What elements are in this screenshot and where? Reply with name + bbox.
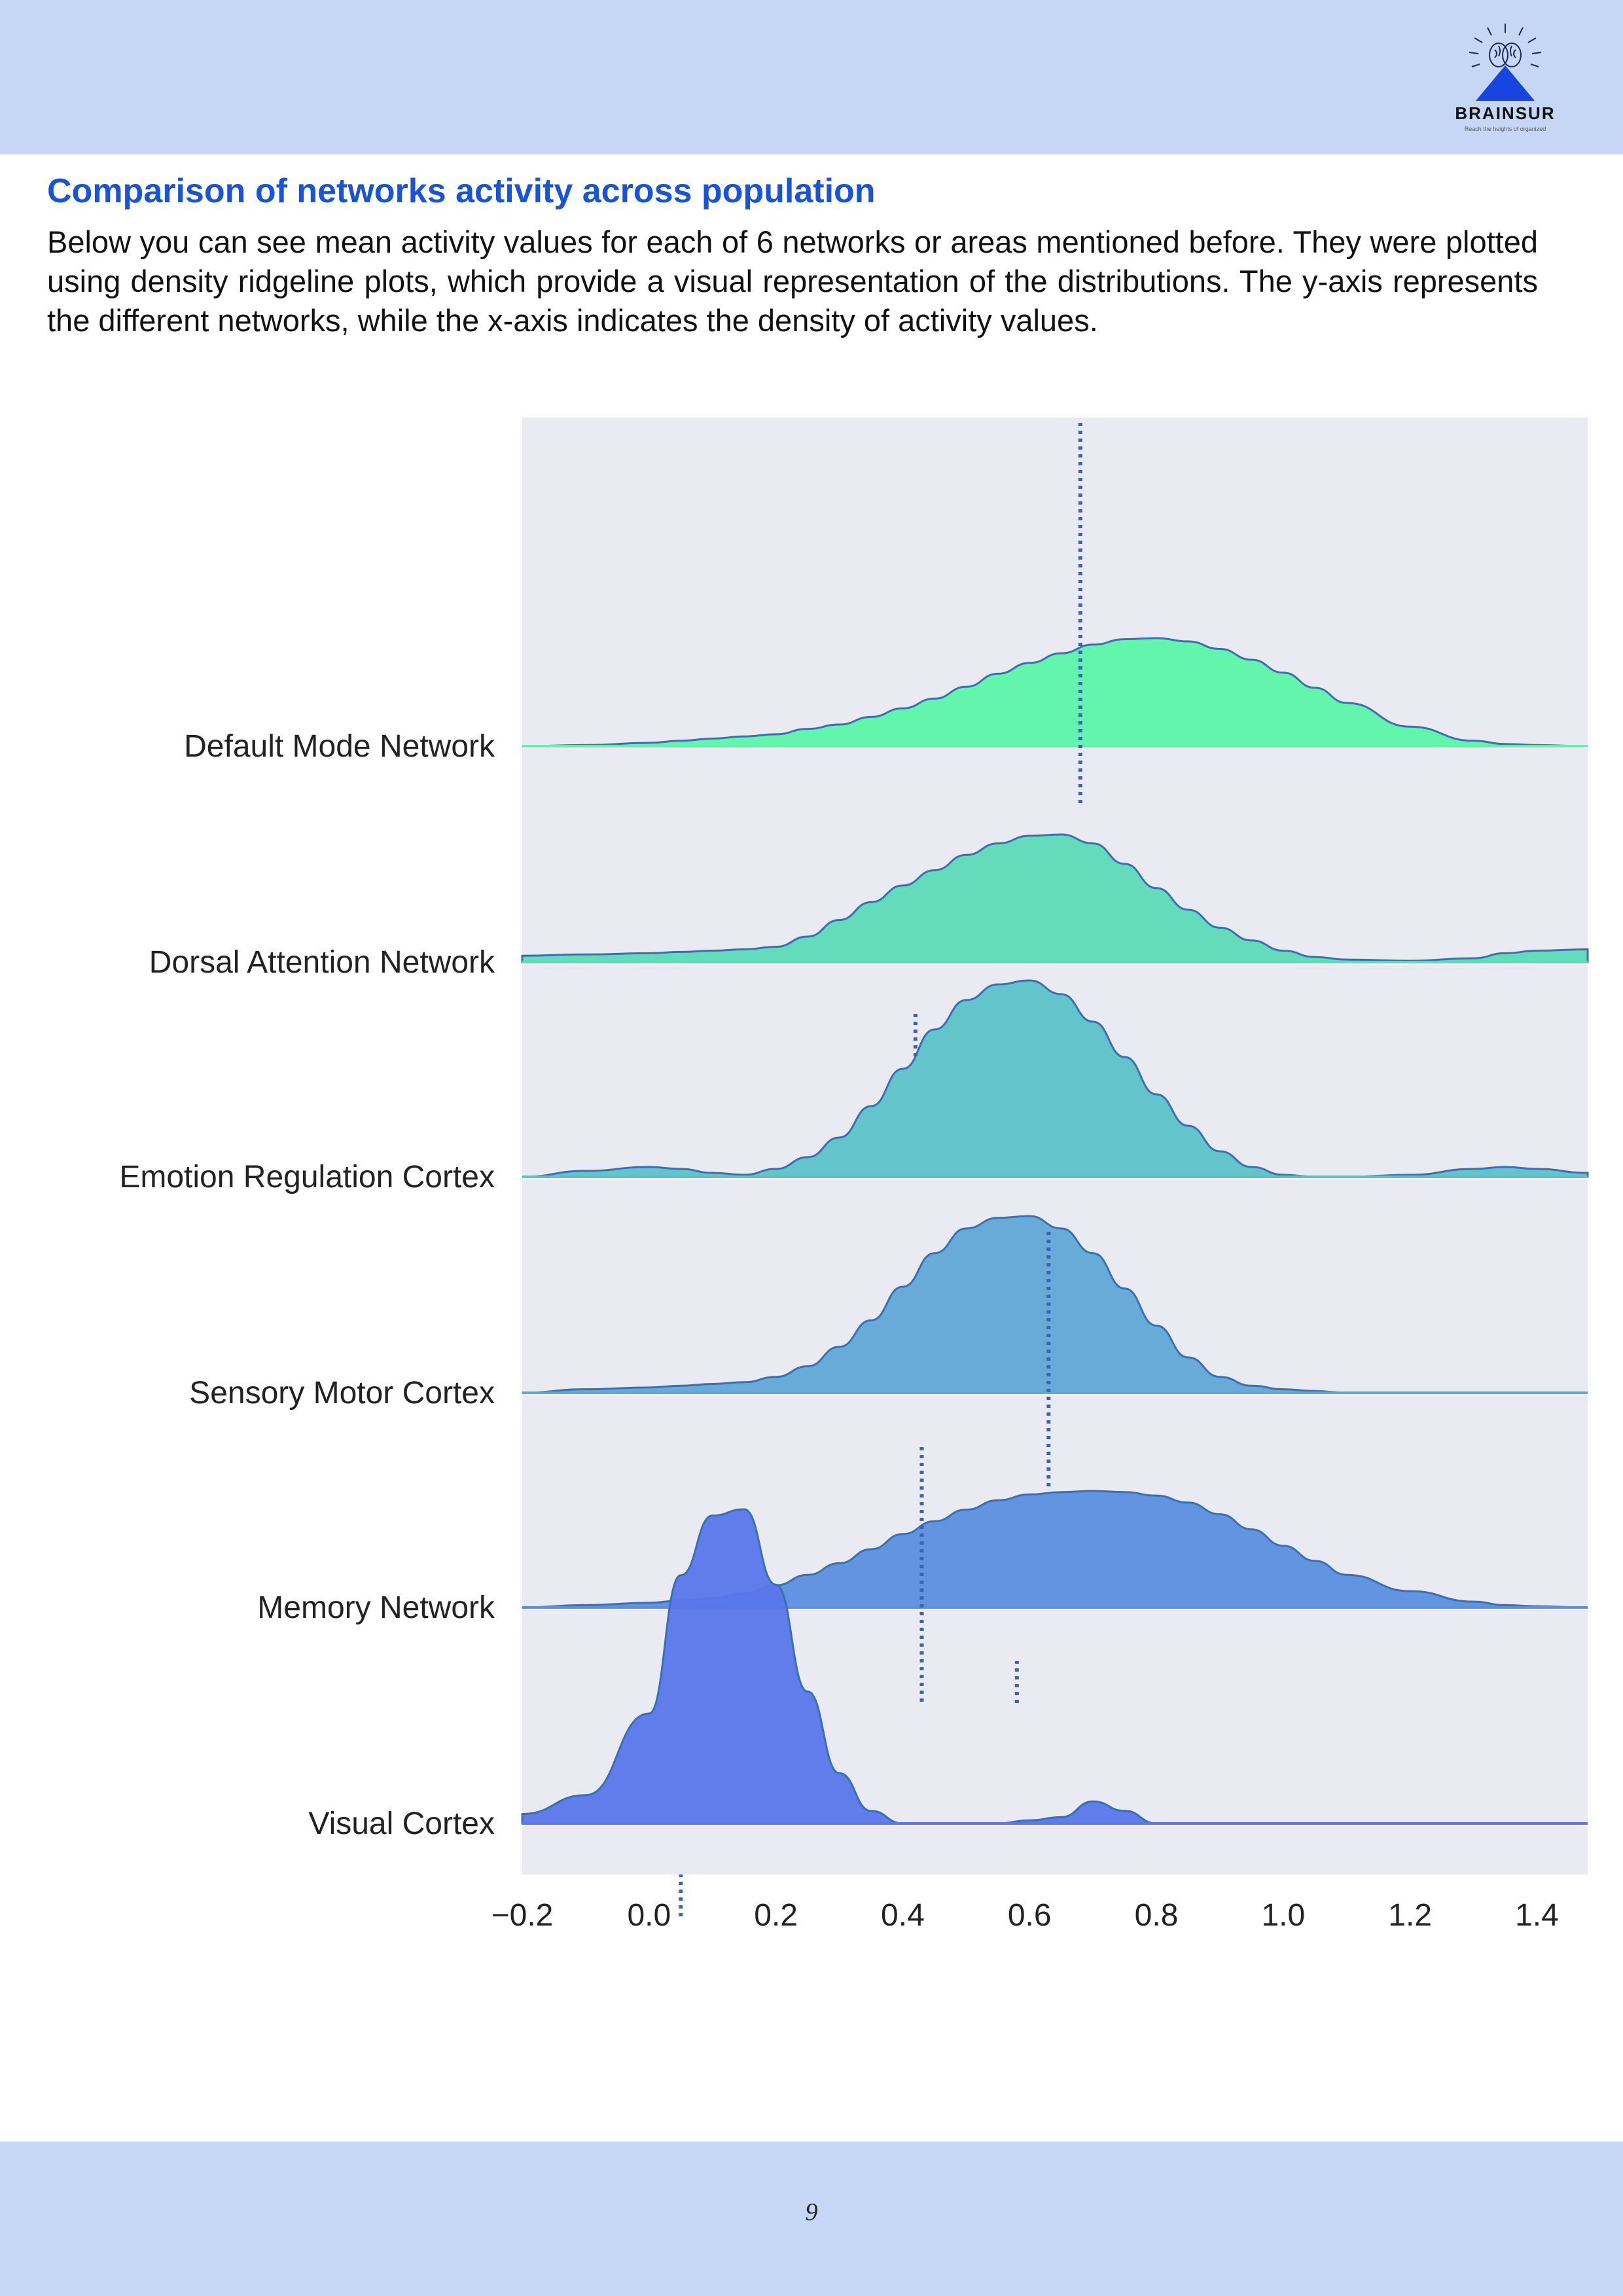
x-tick-label: 0.0 [627, 1898, 671, 1933]
y-tick-label: Memory Network [257, 1590, 495, 1625]
ridgeline-chart: Default Mode Network Dorsal Attention Net… [119, 418, 1589, 1933]
ridge-area-default-mode-network [522, 637, 1588, 747]
brainsur-logo: BRAINSUR Reach the heights of organized [1436, 20, 1574, 144]
y-tick-label: Sensory Motor Cortex [189, 1376, 495, 1410]
ridge-visual-cortex [521, 1508, 1588, 1826]
logo-name: BRAINSUR [1455, 103, 1556, 123]
y-tick-label: Emotion Regulation Cortex [119, 1160, 495, 1194]
intro-paragraph: Below you can see mean activity values f… [47, 224, 1538, 338]
x-tick-label: −0.2 [491, 1898, 554, 1933]
ridge-sensory-motor-cortex [522, 1215, 1588, 1395]
ridge-area-visual-cortex [521, 1508, 1220, 1825]
x-tick-label: 0.2 [754, 1898, 798, 1933]
section-title: Comparison of networks activity across p… [47, 172, 876, 210]
ridge-dorsal-attention-network [521, 833, 1589, 965]
ridge-default-mode-network [522, 637, 1588, 749]
footer-band [0, 2142, 1623, 2296]
ridge-emotion-regulation-cortex [522, 979, 1589, 1179]
y-tick-label: Dorsal Attention Network [149, 945, 495, 980]
x-tick-label: 0.4 [881, 1898, 925, 1933]
x-tick-label: 1.2 [1388, 1898, 1432, 1933]
logo-tagline: Reach the heights of organized [1464, 126, 1546, 132]
header-band: BRAINSUR Reach the heights of organized [0, 0, 1623, 154]
x-tick-label: 1.4 [1515, 1898, 1559, 1933]
x-tick-label: 0.6 [1008, 1898, 1052, 1933]
page-number: 9 [805, 2198, 818, 2226]
y-tick-label: Default Mode Network [184, 729, 495, 764]
ridge-area-dorsal-attention-network [521, 833, 1589, 963]
brain-mountain-icon [1469, 24, 1542, 101]
x-tick-label: 1.0 [1261, 1898, 1305, 1933]
x-tick-label: 0.8 [1135, 1898, 1179, 1933]
y-tick-label: Visual Cortex [308, 1806, 495, 1841]
